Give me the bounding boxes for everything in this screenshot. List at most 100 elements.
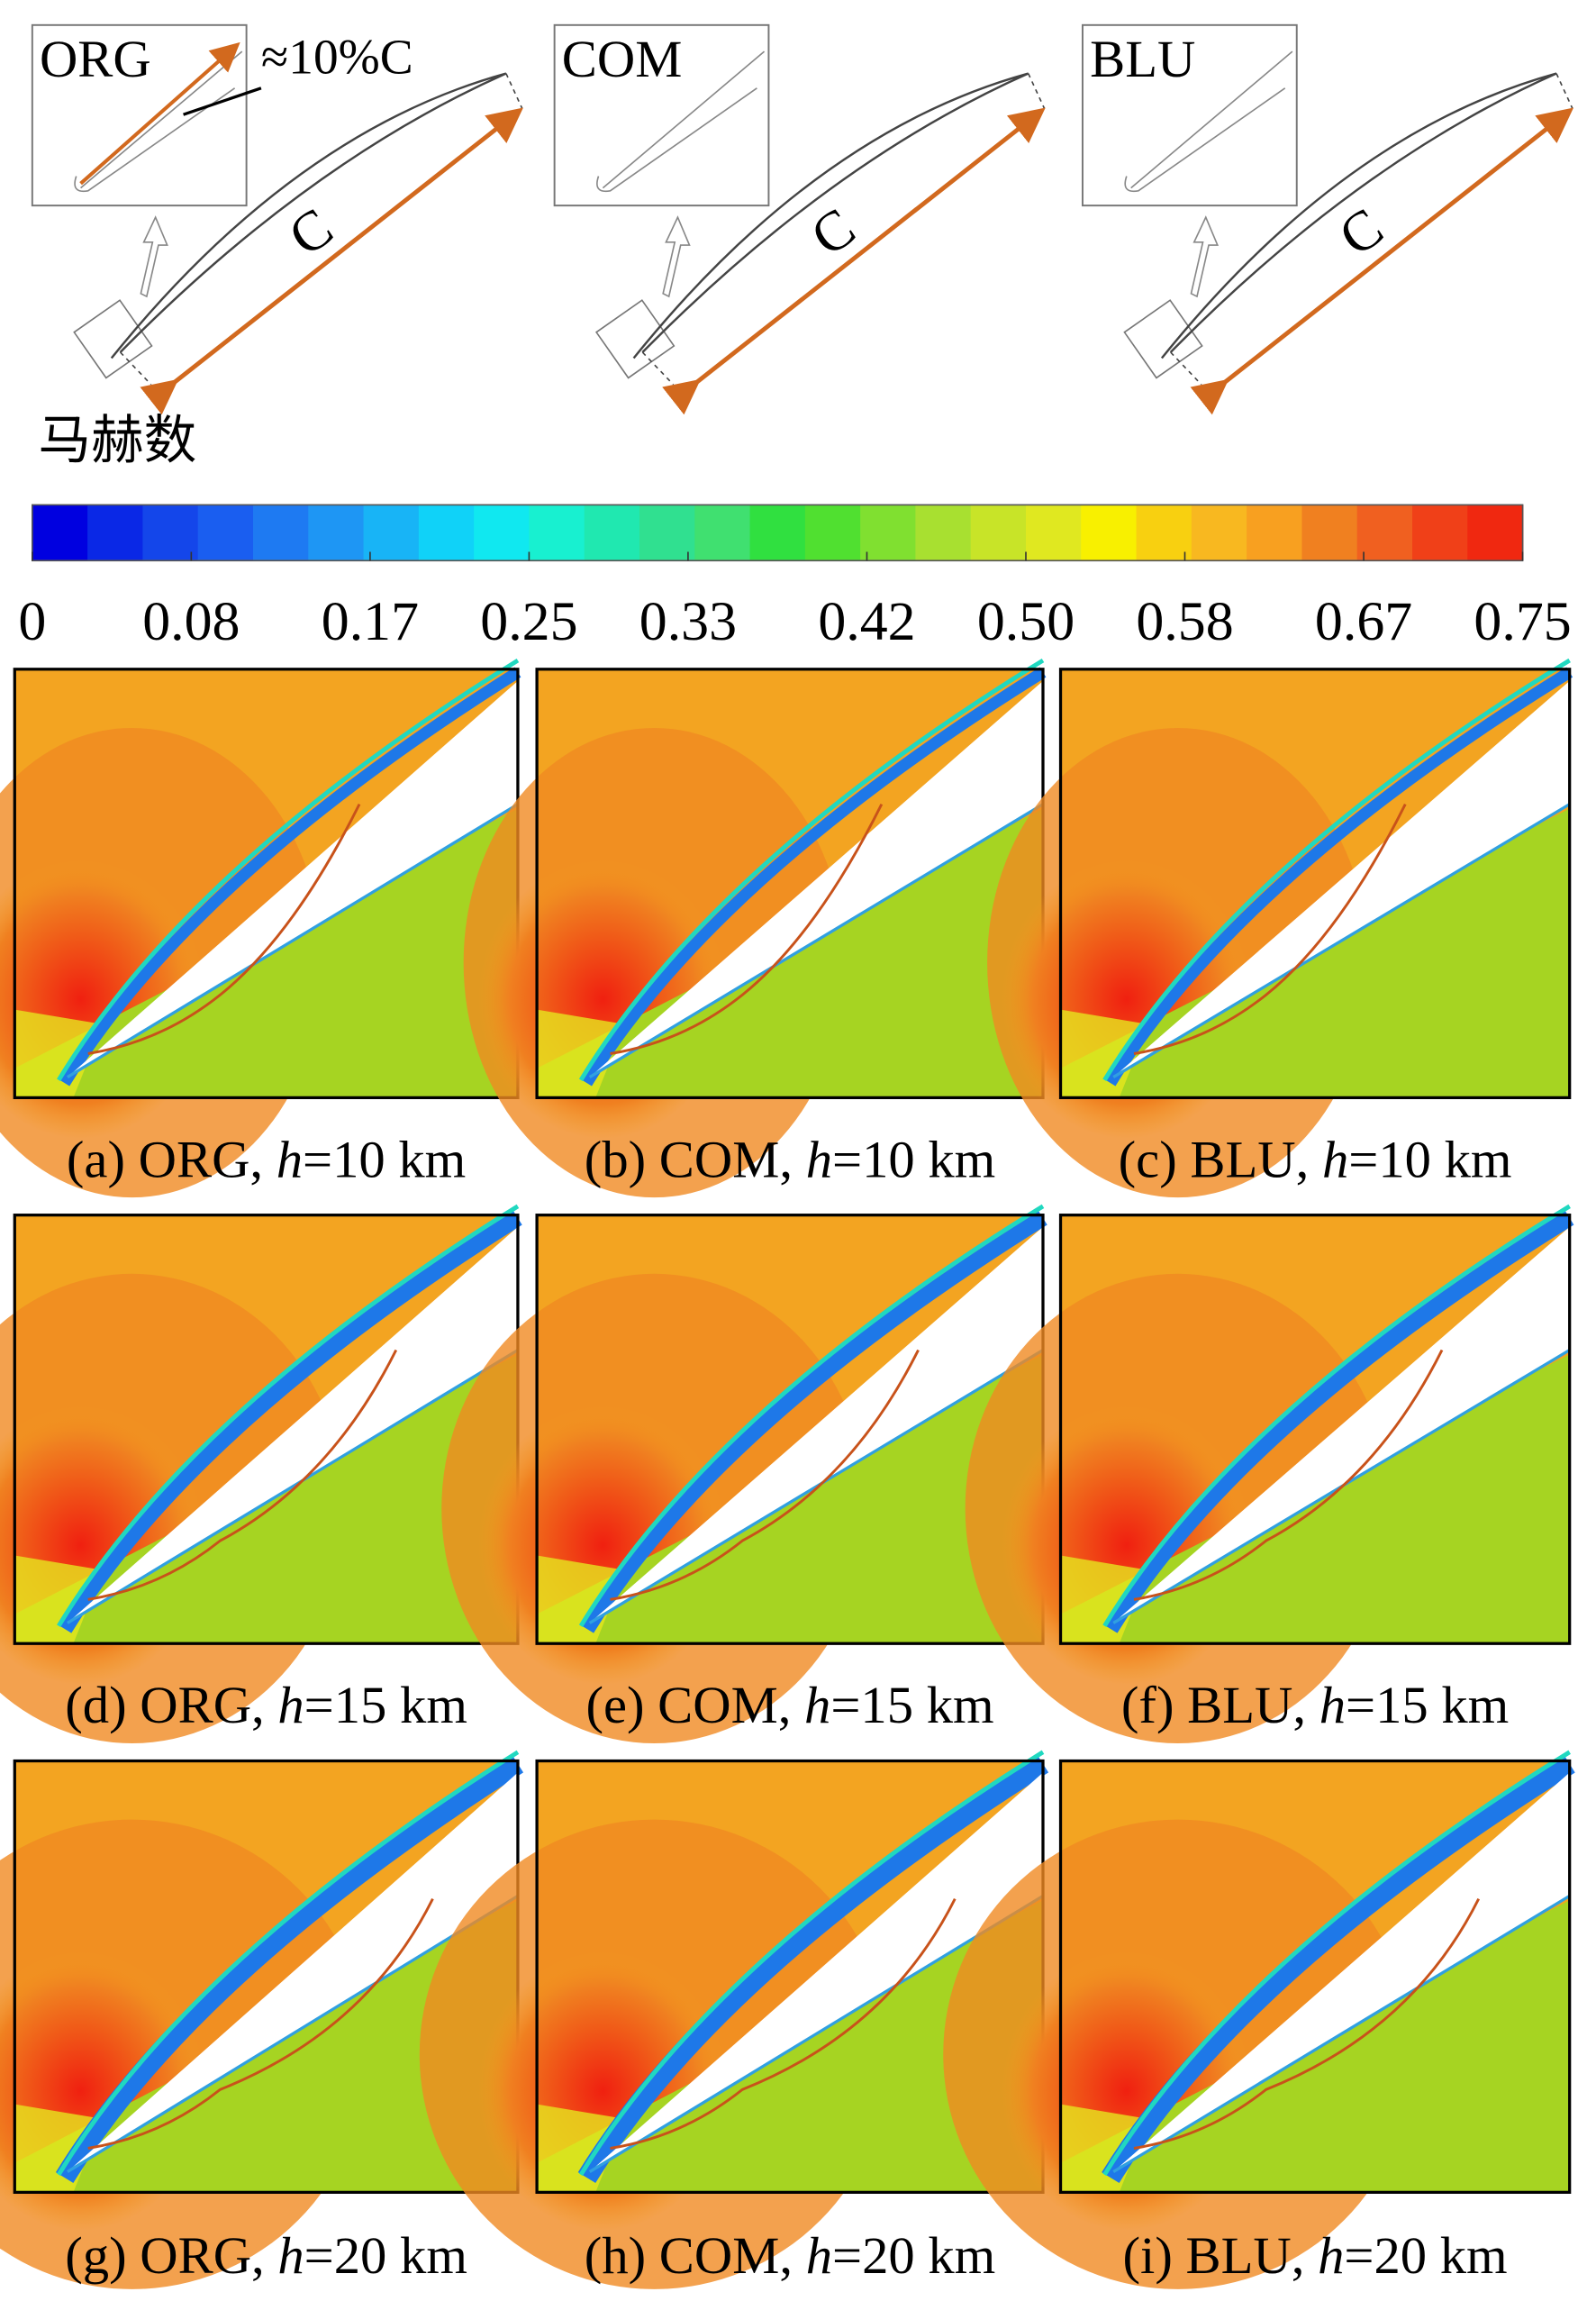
colorbar-tick-label: 0.58: [1136, 591, 1233, 652]
sketch-label: COM: [562, 30, 683, 88]
lower-edge: [1112, 1894, 1571, 2173]
caption: (c) BLU, h=10 km: [1119, 1130, 1512, 1188]
frame: [1058, 668, 1572, 1099]
caption: (d) ORG, h=15 km: [65, 1676, 467, 1734]
blue-layer: [59, 667, 521, 1087]
colorbar-tick-label: 0.08: [142, 591, 240, 652]
chord-arrow: [140, 107, 523, 415]
zoom-arrow: [1190, 215, 1220, 298]
caption-suffix: =20 km: [832, 2226, 995, 2285]
caption: (b) COM, h=10 km: [585, 1130, 995, 1188]
airfoil: [67, 1226, 518, 1623]
caption-prefix: (g) ORG,: [65, 2226, 277, 2285]
lower-edge: [1112, 803, 1571, 1078]
airfoil: [67, 1772, 518, 2172]
colorbar-band: [363, 505, 420, 561]
blue-layer: [577, 1755, 1049, 2184]
chord-arrow: [662, 107, 1046, 415]
note-leader: [183, 86, 262, 116]
caption-prefix: (b) COM,: [585, 1130, 806, 1188]
caption-prefix: (e) COM,: [585, 1676, 804, 1734]
colorbar-band: [749, 505, 806, 561]
caption-prefix: (f) BLU,: [1121, 1676, 1319, 1734]
caption-var: h: [806, 1130, 832, 1188]
colorbar-band: [252, 505, 310, 561]
lower-light: [537, 1555, 625, 1644]
contour-panel: [441, 1204, 1047, 1743]
bracket: [87, 803, 361, 1055]
lower-light: [14, 1009, 104, 1098]
airfoil: [589, 680, 1043, 1078]
colorbar-tick-label: 0.33: [639, 591, 737, 652]
colorbar-band: [197, 505, 254, 561]
colorbar-tick-label: 0.42: [818, 591, 915, 652]
blue-layer: [579, 1211, 1047, 1633]
colorbar-band: [308, 505, 365, 561]
lower-light: [1060, 1555, 1149, 1644]
colorbar-tick-label: 0.75: [1474, 591, 1571, 652]
cyan-edge: [1102, 1750, 1571, 2177]
caption-var: h: [277, 1130, 303, 1188]
zoom-box: [73, 299, 153, 379]
bracket: [610, 803, 884, 1055]
colorbar-band: [1356, 505, 1413, 561]
blue-layer: [1102, 1755, 1575, 2184]
blue-layer: [1103, 1211, 1574, 1633]
colorbar-band: [1301, 505, 1358, 561]
cyan-edge: [57, 658, 520, 1082]
lower-edge: [67, 1349, 519, 1624]
zoom-arrow: [662, 215, 691, 298]
caption-prefix: (a) ORG,: [67, 1130, 277, 1188]
colorbar-band: [860, 505, 917, 561]
blue-layer: [58, 1211, 522, 1633]
cyan-edge: [57, 1750, 520, 2177]
colorbar-band: [1081, 505, 1138, 561]
cyan-edge: [57, 1204, 520, 1627]
bracket: [1133, 803, 1407, 1055]
sketch-label: ORG: [40, 30, 151, 88]
caption-suffix: =10 km: [1348, 1130, 1511, 1188]
caption-var: h: [277, 1676, 304, 1734]
sketch-label: BLU: [1090, 30, 1195, 88]
colorbar-tick-label: 0: [18, 591, 46, 652]
airfoil: [67, 680, 518, 1078]
colorbar-band: [639, 505, 696, 561]
caption-var: h: [804, 1676, 830, 1734]
colorbar-band: [1025, 505, 1083, 561]
colorbar-band: [418, 505, 475, 561]
colorbar-band: [474, 505, 530, 561]
airfoil: [589, 1772, 1043, 2172]
caption: (a) ORG, h=10 km: [67, 1130, 466, 1188]
colorbar-band: [915, 505, 972, 561]
colorbar-band: [970, 505, 1027, 561]
cyan-edge: [1102, 1204, 1571, 1627]
colorbar-title: 马赫数: [38, 411, 196, 469]
caption-suffix: =10 km: [303, 1130, 466, 1188]
frame: [1058, 1759, 1572, 2194]
caption: (e) COM, h=15 km: [585, 1676, 993, 1734]
lower-light: [14, 1555, 104, 1644]
colorbar-band: [142, 505, 199, 561]
colorbar-band: [1191, 505, 1247, 561]
zoom-arrow: [140, 215, 168, 298]
blue-layer: [581, 667, 1047, 1087]
colorbar-band: [1467, 505, 1524, 561]
lower-edge: [67, 803, 519, 1078]
lower-edge: [588, 1349, 1044, 1624]
colorbar-tick-label: 0.17: [322, 591, 419, 652]
caption-var: h: [277, 2226, 304, 2285]
caption-suffix: =15 km: [304, 1676, 467, 1734]
cyan-edge: [578, 658, 1045, 1082]
cyan-edge: [578, 1750, 1045, 2177]
zoom-box: [594, 299, 676, 379]
caption-var: h: [1319, 1676, 1346, 1734]
airfoil: [589, 1226, 1043, 1623]
caption-suffix: =10 km: [832, 1130, 995, 1188]
caption: (g) ORG, h=20 km: [65, 2226, 467, 2285]
colorbar-band: [87, 505, 144, 561]
colorbar-band: [1136, 505, 1192, 561]
contour-panel: [463, 658, 1047, 1198]
